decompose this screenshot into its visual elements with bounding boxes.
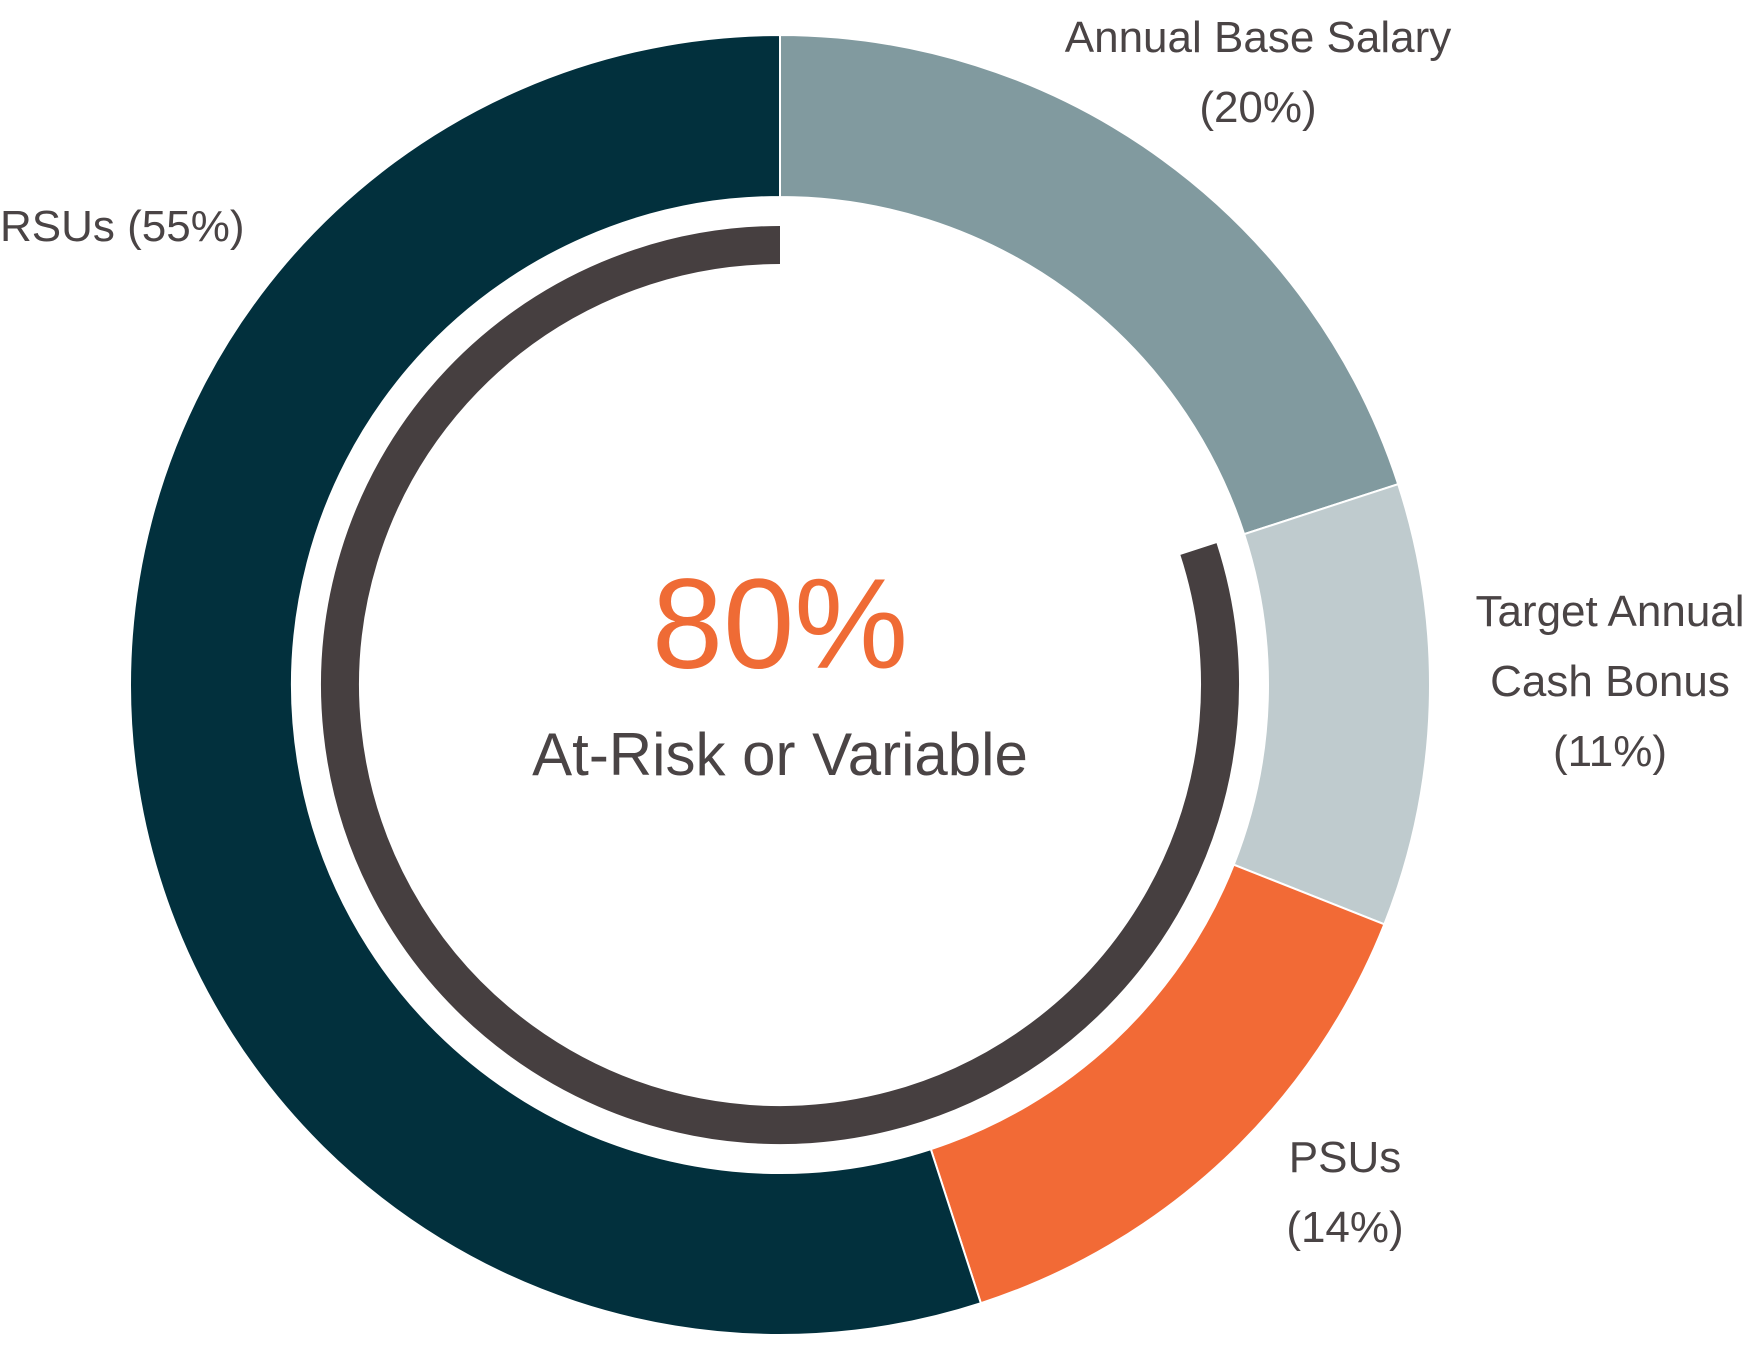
slice-label-0-line-1: (20%)	[1199, 83, 1316, 132]
center-percentage: 80%	[652, 553, 908, 696]
slice-label-2-line-0: PSUs	[1289, 1133, 1401, 1182]
slice-label-1: Target Annual Cash Bonus (11%)	[1475, 587, 1744, 776]
slice-label-1-line-1: Cash Bonus	[1490, 657, 1730, 706]
slice-labels: Annual Base Salary (20%) Target Annual Cash…	[0, 13, 1745, 1252]
slice-label-1-line-0: Target Annual	[1475, 587, 1744, 636]
slice-label-0-line-0: Annual Base Salary	[1065, 13, 1451, 62]
slice-label-2: PSUs (14%)	[1286, 1133, 1403, 1252]
slice-0	[779, 33, 1400, 536]
slice-label-0: Annual Base Salary (20%)	[1065, 13, 1451, 132]
slice-label-1-line-2: (11%)	[1553, 727, 1667, 776]
slice-1	[1232, 482, 1431, 926]
slice-label-3: RSUs (55%)	[0, 202, 245, 251]
slice-3	[129, 33, 983, 1336]
center-caption: At-Risk or Variable	[532, 721, 1028, 788]
at-risk-arc	[321, 226, 1239, 1144]
slice-label-3-line-0: RSUs (55%)	[0, 202, 245, 251]
slice-label-2-line-1: (14%)	[1286, 1203, 1403, 1252]
donut-slices	[129, 33, 1431, 1336]
